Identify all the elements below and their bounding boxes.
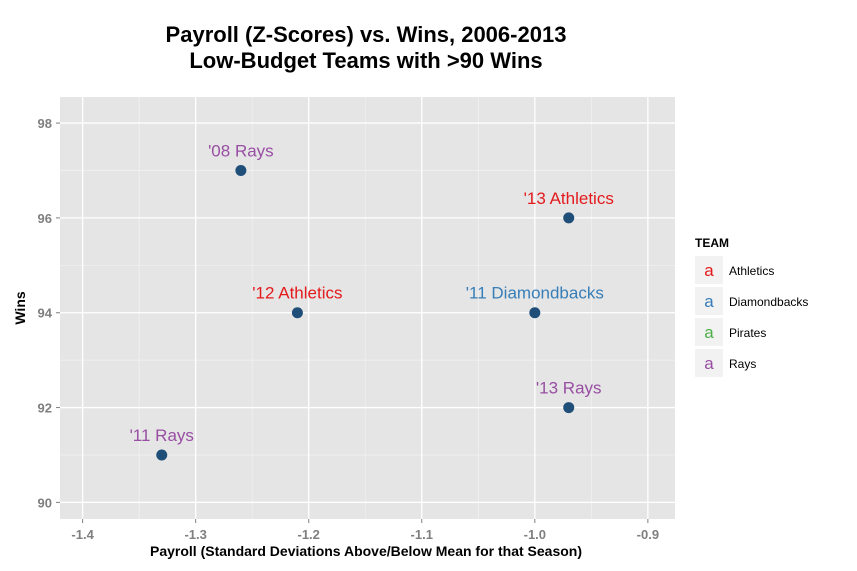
y-axis-label: Wins (12, 291, 28, 325)
point-labels: '08 Rays '13 Athletics '12 Athletics '11 Di… (130, 141, 614, 444)
x-tick-label: -1.2 (298, 527, 320, 542)
legend-key (695, 256, 723, 284)
point-label: '13 Rays (536, 379, 602, 398)
point-label: '08 Rays (208, 141, 274, 160)
y-tick-label: 96 (38, 211, 52, 226)
x-tick-label: -1.4 (71, 527, 94, 542)
data-point (563, 402, 575, 414)
legend-key (695, 318, 723, 346)
legend: TEAM a Athletics a Diamondbacks a Pirates a Ray… (695, 236, 808, 377)
data-points (156, 164, 575, 461)
legend-key (695, 349, 723, 377)
legend-title: TEAM (695, 236, 729, 250)
point-label: '11 Rays (130, 426, 194, 445)
chart-subtitle: Low-Budget Teams with >90 Wins (189, 48, 542, 73)
x-tick-label: -1.0 (524, 527, 546, 542)
chart-title: Payroll (Z-Scores) vs. Wins, 2006-2013 (166, 22, 567, 47)
legend-key-glyph: a (704, 323, 714, 342)
data-point (156, 449, 168, 461)
legend-key-glyph: a (704, 292, 714, 311)
legend-key-glyph: a (704, 261, 714, 280)
legend-entry-label: Pirates (729, 326, 766, 340)
y-axis: 90 92 94 96 98 (38, 116, 60, 510)
data-point (563, 212, 575, 224)
point-label: '11 Diamondbacks (466, 284, 604, 303)
legend-entry-label: Athletics (729, 264, 774, 278)
x-axis-label: Payroll (Standard Deviations Above/Below… (150, 543, 582, 559)
title-group: Payroll (Z-Scores) vs. Wins, 2006-2013 L… (166, 22, 567, 73)
x-tick-label: -1.1 (411, 527, 433, 542)
data-point (291, 307, 303, 319)
legend-key (695, 287, 723, 315)
legend-entry-label: Rays (729, 357, 756, 371)
data-point (529, 307, 541, 319)
y-tick-label: 98 (38, 116, 52, 131)
data-point (235, 164, 247, 176)
x-tick-label: -1.3 (184, 527, 206, 542)
y-tick-label: 90 (38, 495, 52, 510)
x-tick-label: -0.9 (637, 527, 659, 542)
plot-panel (60, 97, 675, 519)
y-tick-label: 94 (38, 306, 53, 321)
legend-entry-label: Diamondbacks (729, 295, 808, 309)
legend-key-glyph: a (704, 354, 714, 373)
point-label: '13 Athletics (524, 189, 614, 208)
x-axis: -1.4 -1.3 -1.2 -1.1 -1.0 -0.9 (71, 519, 659, 542)
y-tick-label: 92 (38, 401, 52, 416)
point-label: '12 Athletics (252, 284, 342, 303)
